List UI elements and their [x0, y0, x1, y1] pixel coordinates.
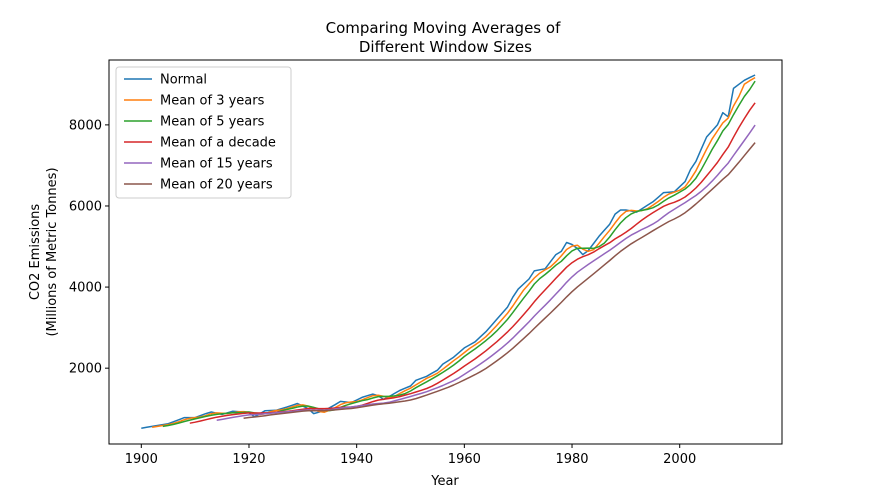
- series-line-4: [216, 124, 756, 422]
- series-layer: [141, 74, 756, 429]
- legend-label-1: Mean of 3 years: [160, 94, 265, 109]
- x-tick-label-5: 2000: [663, 452, 696, 467]
- series-line-5: [243, 142, 756, 420]
- chart-title-line1: Comparing Moving Averages of: [326, 19, 561, 37]
- legend-label-0: Normal: [160, 73, 207, 88]
- legend: Normal Mean of 3 years Mean of 5 years Mean…: [115, 66, 292, 199]
- y-tick-label-1: 4000: [69, 281, 102, 296]
- x-tick-label-3: 1960: [448, 452, 481, 467]
- y-axis: 2000 4000 6000 8000: [69, 118, 109, 377]
- x-tick-label-1: 1920: [232, 452, 265, 467]
- x-tick-label-4: 1980: [555, 452, 588, 467]
- x-tick-label-2: 1940: [340, 452, 373, 467]
- plot-frame: [108, 59, 783, 445]
- y-tick-label-3: 8000: [69, 118, 102, 133]
- x-tick-label-0: 1900: [125, 452, 158, 467]
- x-axis-title: Year: [430, 474, 459, 489]
- legend-label-5: Mean of 20 years: [160, 178, 273, 193]
- legend-label-3: Mean of a decade: [160, 136, 276, 151]
- y-tick-label-2: 6000: [69, 199, 102, 214]
- chart-title-line2: Different Window Sizes: [354, 38, 532, 56]
- x-axis: 1900 1920 1940 1960 1980 2000: [125, 444, 696, 467]
- legend-box: [115, 66, 292, 199]
- y-axis-title: CO2 Emissions (Millions of Metric Tonnes…: [28, 167, 60, 336]
- legend-label-4: Mean of 15 years: [160, 157, 273, 172]
- legend-label-2: Mean of 5 years: [160, 115, 265, 130]
- y-axis-title-line1: CO2 Emissions: [28, 204, 43, 301]
- y-axis-title-line2: (Millions of Metric Tonnes): [45, 167, 60, 336]
- y-tick-label-0: 2000: [69, 362, 102, 377]
